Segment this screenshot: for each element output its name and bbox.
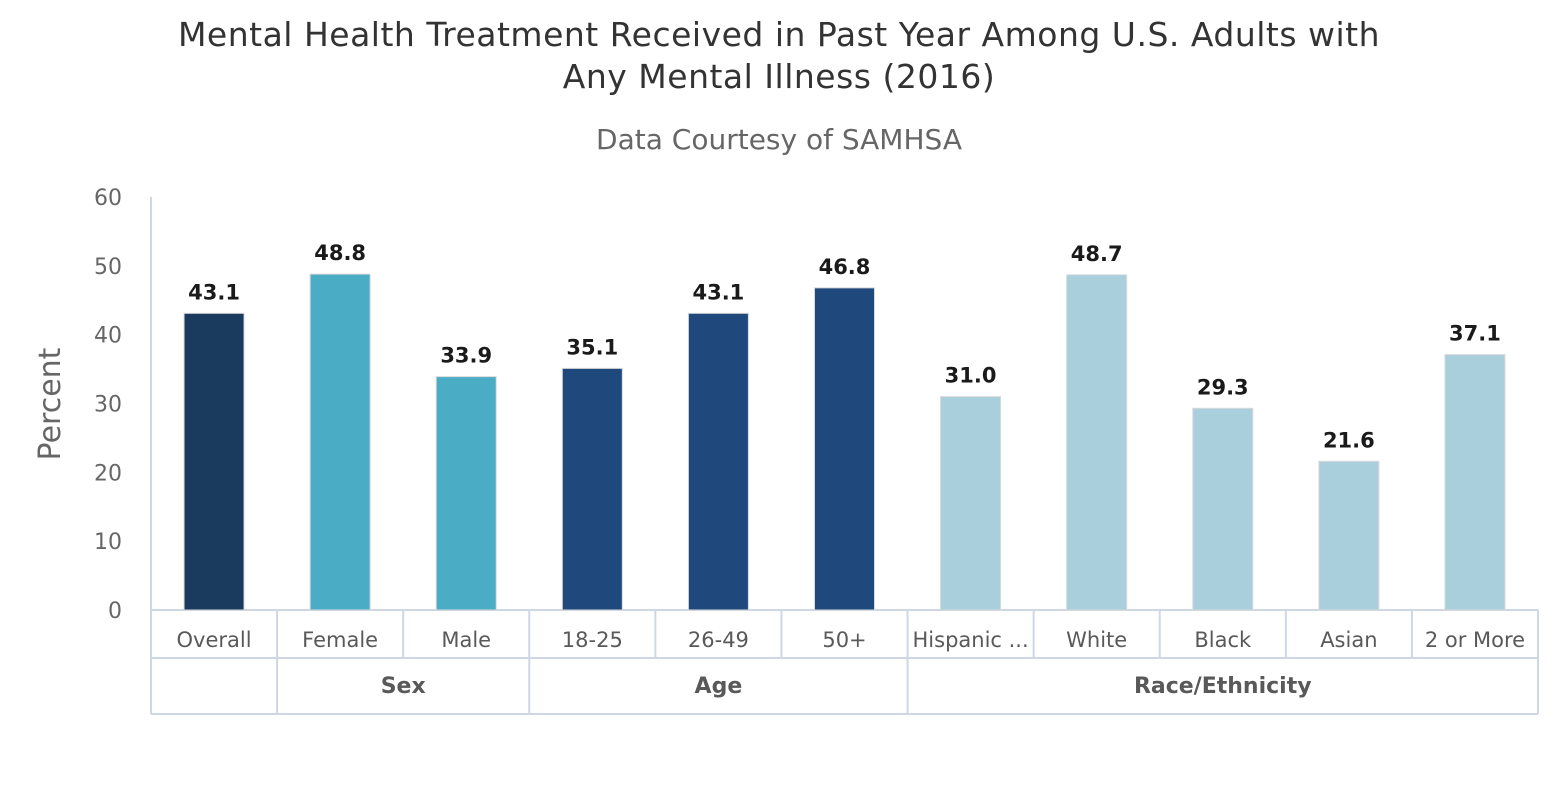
group-label: Race/Ethnicity xyxy=(1134,674,1312,699)
chart-title-line-1: Mental Health Treatment Received in Past… xyxy=(177,15,1381,54)
y-tick-label: 50 xyxy=(94,255,122,280)
category-label: Hispanic ... xyxy=(913,628,1029,652)
category-label: White xyxy=(1066,628,1127,652)
data-labels: 43.1 48.8 33.9 35.1 43.1 46.8 31.0 48.7 29.3 21.6… xyxy=(188,241,1501,452)
bar-black xyxy=(1192,407,1254,611)
data-label: 48.8 xyxy=(314,241,366,265)
y-tick-label: 40 xyxy=(94,324,122,349)
category-label: 26-49 xyxy=(688,628,749,652)
category-label: 18-25 xyxy=(562,628,623,652)
data-label: 31.0 xyxy=(945,364,997,388)
bar-overall xyxy=(183,312,245,611)
category-label: 2 or More xyxy=(1425,628,1525,652)
y-tick-label: 20 xyxy=(94,461,122,486)
category-label: Male xyxy=(441,628,491,652)
chart-subtitle: Data Courtesy of SAMHSA xyxy=(596,123,962,156)
bar-50 xyxy=(814,287,875,611)
category-label: Female xyxy=(302,628,378,652)
data-label: 29.3 xyxy=(1197,375,1249,399)
bar-26-49 xyxy=(687,312,749,611)
category-label: 50+ xyxy=(822,628,866,652)
data-label: 37.1 xyxy=(1449,322,1501,346)
data-label: 43.1 xyxy=(692,280,744,304)
data-label: 21.6 xyxy=(1323,428,1375,452)
group-labels: Sex Age Race/Ethnicity xyxy=(381,674,1312,699)
y-tick-label: 30 xyxy=(94,393,122,418)
y-axis-label: Percent xyxy=(33,347,68,460)
category-labels: Overall Female Male 18-25 26-49 50+ Hispanic .… xyxy=(177,628,1526,652)
bar-white xyxy=(1066,274,1128,611)
category-label: Overall xyxy=(177,628,252,652)
data-label: 46.8 xyxy=(819,255,871,279)
group-label: Sex xyxy=(381,674,426,699)
data-label: 43.1 xyxy=(188,280,240,304)
data-label: 48.7 xyxy=(1071,242,1123,266)
data-label: 33.9 xyxy=(440,344,492,368)
category-label: Black xyxy=(1194,628,1252,652)
chart-title-line-2: Any Mental Illness (2016) xyxy=(562,57,996,96)
category-label: Asian xyxy=(1320,628,1377,652)
bar-2-or-more xyxy=(1444,354,1506,611)
bars xyxy=(183,273,1506,611)
bar-hispanic xyxy=(940,396,1002,611)
group-label: Age xyxy=(695,674,743,699)
bar-18-25 xyxy=(561,367,623,611)
bar-asian xyxy=(1318,460,1380,611)
bar-male xyxy=(435,376,497,611)
axes xyxy=(150,197,1539,715)
y-tick-label: 60 xyxy=(94,186,122,211)
y-tick-label: 0 xyxy=(108,599,122,624)
bar-female xyxy=(309,273,371,611)
data-label: 35.1 xyxy=(566,335,618,359)
y-tick-label: 10 xyxy=(94,530,122,555)
y-axis-ticks: 0 10 20 30 40 50 60 xyxy=(94,186,122,624)
